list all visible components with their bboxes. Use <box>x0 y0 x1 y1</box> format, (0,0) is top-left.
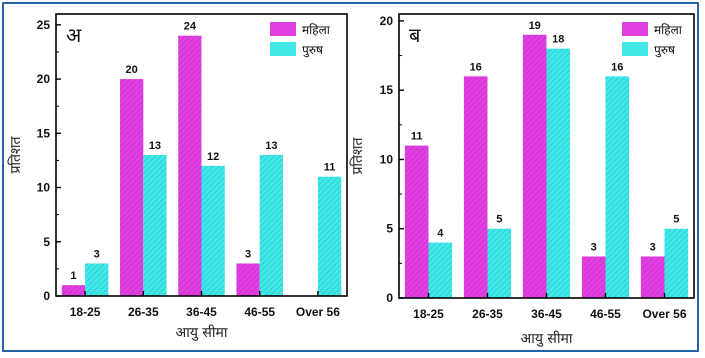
figure-frame <box>2 2 699 352</box>
data-label: 16 <box>611 61 623 73</box>
data-label: 3 <box>94 248 100 260</box>
bar-female-36-45 <box>522 34 547 298</box>
x-tick-label: 26-35 <box>128 305 159 319</box>
legend-label: पुरुष <box>302 43 324 58</box>
y-tick-label: 5 <box>386 222 393 236</box>
bar-male-over-56 <box>664 228 689 298</box>
data-label: 13 <box>265 140 277 152</box>
data-label: 18 <box>552 34 564 46</box>
x-axis-title: आयु सीमा <box>521 330 573 347</box>
bar-male-36-45 <box>546 48 571 298</box>
bar-female-18-25 <box>404 145 429 298</box>
x-tick-label: 36-45 <box>531 307 562 321</box>
bar-female-over-56 <box>640 256 665 298</box>
bar-male-36-45 <box>201 165 225 296</box>
x-tick-label: Over 56 <box>296 305 340 319</box>
data-label: 5 <box>496 214 502 226</box>
x-tick-label: Over 56 <box>642 307 686 321</box>
data-label: 5 <box>673 214 679 226</box>
y-tick-label: 5 <box>43 235 50 249</box>
bar-male-26-35 <box>487 228 512 298</box>
legend-swatch-female <box>622 22 648 36</box>
legend-swatch-male <box>622 42 648 56</box>
bar-male-18-25 <box>85 263 109 296</box>
y-tick-label: 0 <box>386 291 393 305</box>
y-tick-label: 15 <box>380 83 394 97</box>
data-label: 20 <box>126 64 138 76</box>
y-axis-title: प्रतिशत <box>7 135 24 173</box>
bar-female-46-55 <box>236 263 260 296</box>
x-tick-label: 18-25 <box>70 305 101 319</box>
bar-female-46-55 <box>581 256 606 298</box>
x-tick-label: 46-55 <box>590 307 621 321</box>
panel-label: अ <box>66 23 82 47</box>
bar-male-26-35 <box>143 155 167 296</box>
y-tick-label: 10 <box>380 152 394 166</box>
bar-female-18-25 <box>61 285 86 296</box>
legend-label: पुरुष <box>654 43 676 58</box>
x-tick-label: 26-35 <box>472 307 503 321</box>
bar-female-36-45 <box>178 35 202 296</box>
bar-female-26-35 <box>120 79 144 296</box>
bar-male-over-56 <box>317 176 342 296</box>
y-tick-label: 15 <box>37 126 51 140</box>
x-axis-title: आयु सीमा <box>176 324 228 341</box>
panel-label: ब <box>409 23 421 47</box>
legend-label: महिला <box>302 23 331 37</box>
data-label: 4 <box>437 228 444 240</box>
y-axis-title: प्रतिशत <box>349 136 366 174</box>
data-label: 1 <box>70 270 76 282</box>
y-tick-label: 20 <box>37 72 51 86</box>
bar-male-46-55 <box>605 76 630 298</box>
data-label: 16 <box>470 61 482 73</box>
data-label: 11 <box>411 131 423 143</box>
x-tick-label: 36-45 <box>186 305 217 319</box>
y-tick-label: 20 <box>380 14 394 28</box>
data-label: 19 <box>529 20 541 32</box>
x-tick-label: 46-55 <box>244 305 275 319</box>
bar-female-26-35 <box>463 76 488 298</box>
x-tick-label: 18-25 <box>413 307 444 321</box>
data-label: 3 <box>245 248 251 260</box>
data-label: 3 <box>650 241 656 253</box>
legend-swatch-female <box>270 22 296 36</box>
data-label: 13 <box>149 140 161 152</box>
y-tick-label: 10 <box>37 181 51 195</box>
y-tick-label: 25 <box>37 18 51 32</box>
bar-male-18-25 <box>428 242 453 298</box>
data-label: 11 <box>324 162 336 174</box>
data-label: 3 <box>591 241 597 253</box>
data-label: 24 <box>184 21 197 33</box>
legend-swatch-male <box>270 42 296 56</box>
y-tick-label: 0 <box>43 289 50 303</box>
data-label: 12 <box>207 151 219 163</box>
legend-label: महिला <box>654 23 683 37</box>
bar-male-46-55 <box>259 155 283 296</box>
